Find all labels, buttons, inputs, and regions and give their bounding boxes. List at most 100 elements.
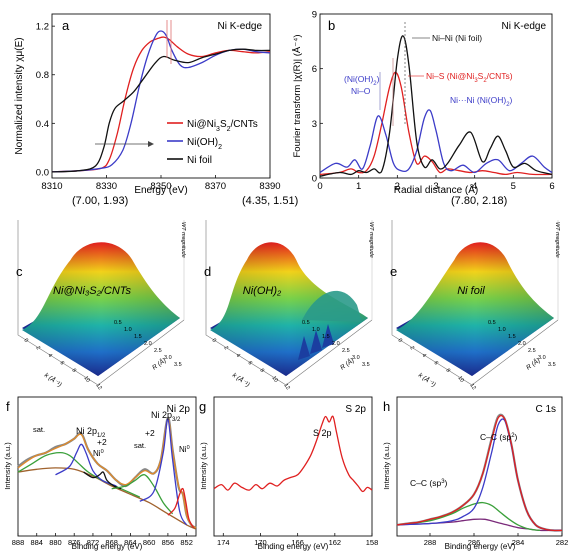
wt-surface-shading [396,242,554,376]
r-tick-label: 3.5 [174,362,182,368]
energy-arrow-head [148,141,154,147]
y-ticks: 0.0 0.4 0.8 1.2 [36,22,55,178]
y-tick-label: 9 [312,10,317,21]
r-tick-label: 1.5 [322,334,330,340]
k-tick-label: 2 [34,345,41,351]
annotation-ni-oh2: (Ni(OH)2) [344,74,380,87]
wt-surface-shading [22,242,180,376]
x-tick-label: 284 [512,538,525,547]
y-axis-label: Intensity (a.u.) [3,442,12,490]
series-line-ni-foil [51,48,271,173]
panel-label: a [62,18,70,33]
r-tick-label: 3.0 [538,355,546,361]
r-tick-label: 2.5 [342,348,350,354]
y-axis-label: Normalized intensity χμ(E) [14,37,25,154]
annotation-sat: sat. [134,441,146,450]
x-ticks: 888 884 880 876 872 868 864 860 856 852 [12,533,193,547]
x-tick-label: 884 [30,538,43,547]
x-tick-label: 5 [511,181,516,192]
x-ticks: 288 286 284 282 [424,533,569,547]
k-tick-label: 4 [420,353,427,359]
x-tick-label: 6 [549,181,554,192]
legend-label: Ni foil [187,155,212,166]
x-tick-label: 876 [68,538,81,547]
sample-label: Ni@Ni₃S₂/CNTs [53,285,131,297]
panel-label: b [328,18,335,33]
x-tick-label: 852 [180,538,193,547]
y-tick-label: 0.8 [36,70,49,81]
z-axis-label: WT magnitude [368,222,374,258]
x-tick-label: 3 [433,181,438,192]
k-tick-label: 6 [432,360,439,366]
panel-title: Ni K-edge [218,21,263,32]
r-tick-label: 0.5 [302,320,310,326]
r-tick-label: 0.5 [114,320,122,326]
series-line-ni2p12-0 [83,471,122,490]
k-tick-label: 12 [468,383,476,391]
sample-label: Ni(OH)₂ [243,285,282,297]
y-axis-label: Intensity (a.u.) [382,442,391,490]
annotation-ni-ni-oh2: Ni···Ni (Ni(OH)2) [450,95,513,108]
x-tick-label: 288 [424,538,437,547]
k-tick-label: 8 [70,368,77,374]
r-tick-label: 1.0 [498,327,506,333]
annotation-ni-o: Ni–O [351,86,371,96]
k-tick-label: 6 [58,360,65,366]
panel-label: f [6,399,10,414]
x-tick-label: 282 [556,538,569,547]
series-line-sat-2 [111,474,174,515]
r-tick-label: 2.0 [332,341,340,347]
panel-b-exafs: b Ni K-edge Radial distance (Å) Fourier … [292,10,555,197]
k-tick-label: 8 [444,368,451,374]
plot-frame [213,396,373,537]
x-tick-label: 174 [217,538,230,547]
k-tick-label: 4 [46,353,53,359]
series-layer [51,30,271,173]
k-axis-label: k (Å⁻¹) [231,370,252,388]
peak-coordinates: (7.80, 2.18) [451,195,507,207]
legend-label: Ni(OH)2 [187,137,222,151]
peak-coordinates: (7.00, 1.93) [72,195,128,207]
x-ticks: 174 170 166 162 158 [217,533,378,547]
x-axis-label: Binding energy (eV) [258,542,329,551]
panel-g-xps-s2p: g S 2p Binding energy (eV) Intensity (a.… [199,396,378,551]
series-line-ni2p32-0 [167,487,195,529]
series-line-raw [17,416,197,529]
k-tick-label: 10 [82,375,90,383]
r-tick-label: 3.5 [548,362,556,368]
k-tick-label: 12 [94,383,102,391]
series-line-s-2p [213,415,373,493]
annotation-ni0: Ni0 [93,449,104,458]
y-axis-label: Fourier transform |χ(R)| (Å⁻⁴) [292,35,303,158]
annotation-sp3: C–C (sp3) [410,478,448,488]
k-tick-label: 10 [270,375,278,383]
annotation-sp2: C–C (sp2) [480,432,518,442]
k-axis-label: k (Å⁻¹) [43,370,64,388]
annotation-plus2: +2 [97,437,107,447]
surface-axis-frame [17,220,185,386]
panel-a-xanes: a Ni K-edge Energy (eV) Normalized inten… [14,13,281,196]
k-tick-label: 4 [234,353,241,359]
legend-label: Ni@Ni3S2/CNTs [187,119,258,133]
r-tick-label: 0.5 [488,320,496,326]
sample-label: Ni foil [457,285,485,297]
series-line-ni-ni3s2-cnts [319,71,553,176]
k-tick-label: 2 [222,345,229,351]
r-tick-label: 1.5 [134,334,142,340]
y-tick-label: 3 [312,119,317,130]
panel-title: S 2p [345,404,366,415]
k-tick-label: 12 [282,383,290,391]
k-tick-label: 8 [258,368,265,374]
y-tick-label: 0.0 [36,167,49,178]
k-axis-label: k (Å⁻¹) [417,370,438,388]
x-tick-label: 868 [105,538,118,547]
panel-title: Ni K-edge [502,21,547,32]
k-tick-label: 6 [246,360,253,366]
panel-label: e [390,264,397,279]
panel-title: Ni 2p [167,404,191,415]
r-tick-label: 2.0 [144,341,152,347]
x-tick-label: 286 [468,538,481,547]
x-axis-label: Energy (eV) [134,185,187,196]
series-layer [319,35,553,177]
